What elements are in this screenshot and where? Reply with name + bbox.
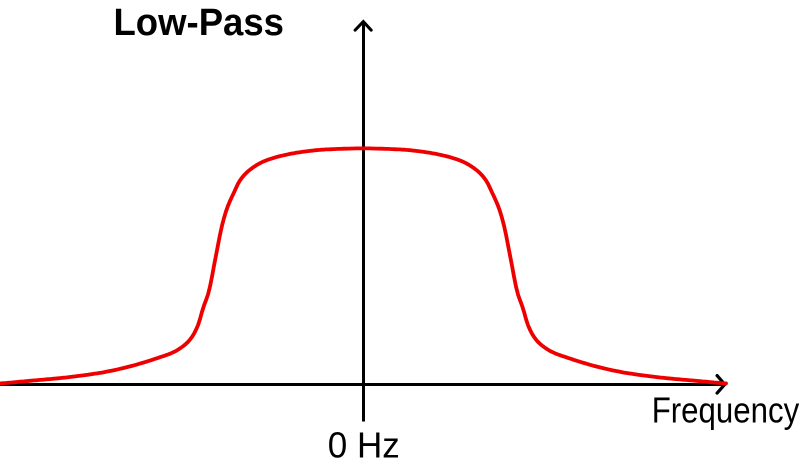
svg-text:Low-Pass: Low-Pass	[114, 2, 285, 44]
svg-text:Frequency: Frequency	[652, 389, 800, 430]
svg-text:0 Hz: 0 Hz	[328, 425, 400, 466]
